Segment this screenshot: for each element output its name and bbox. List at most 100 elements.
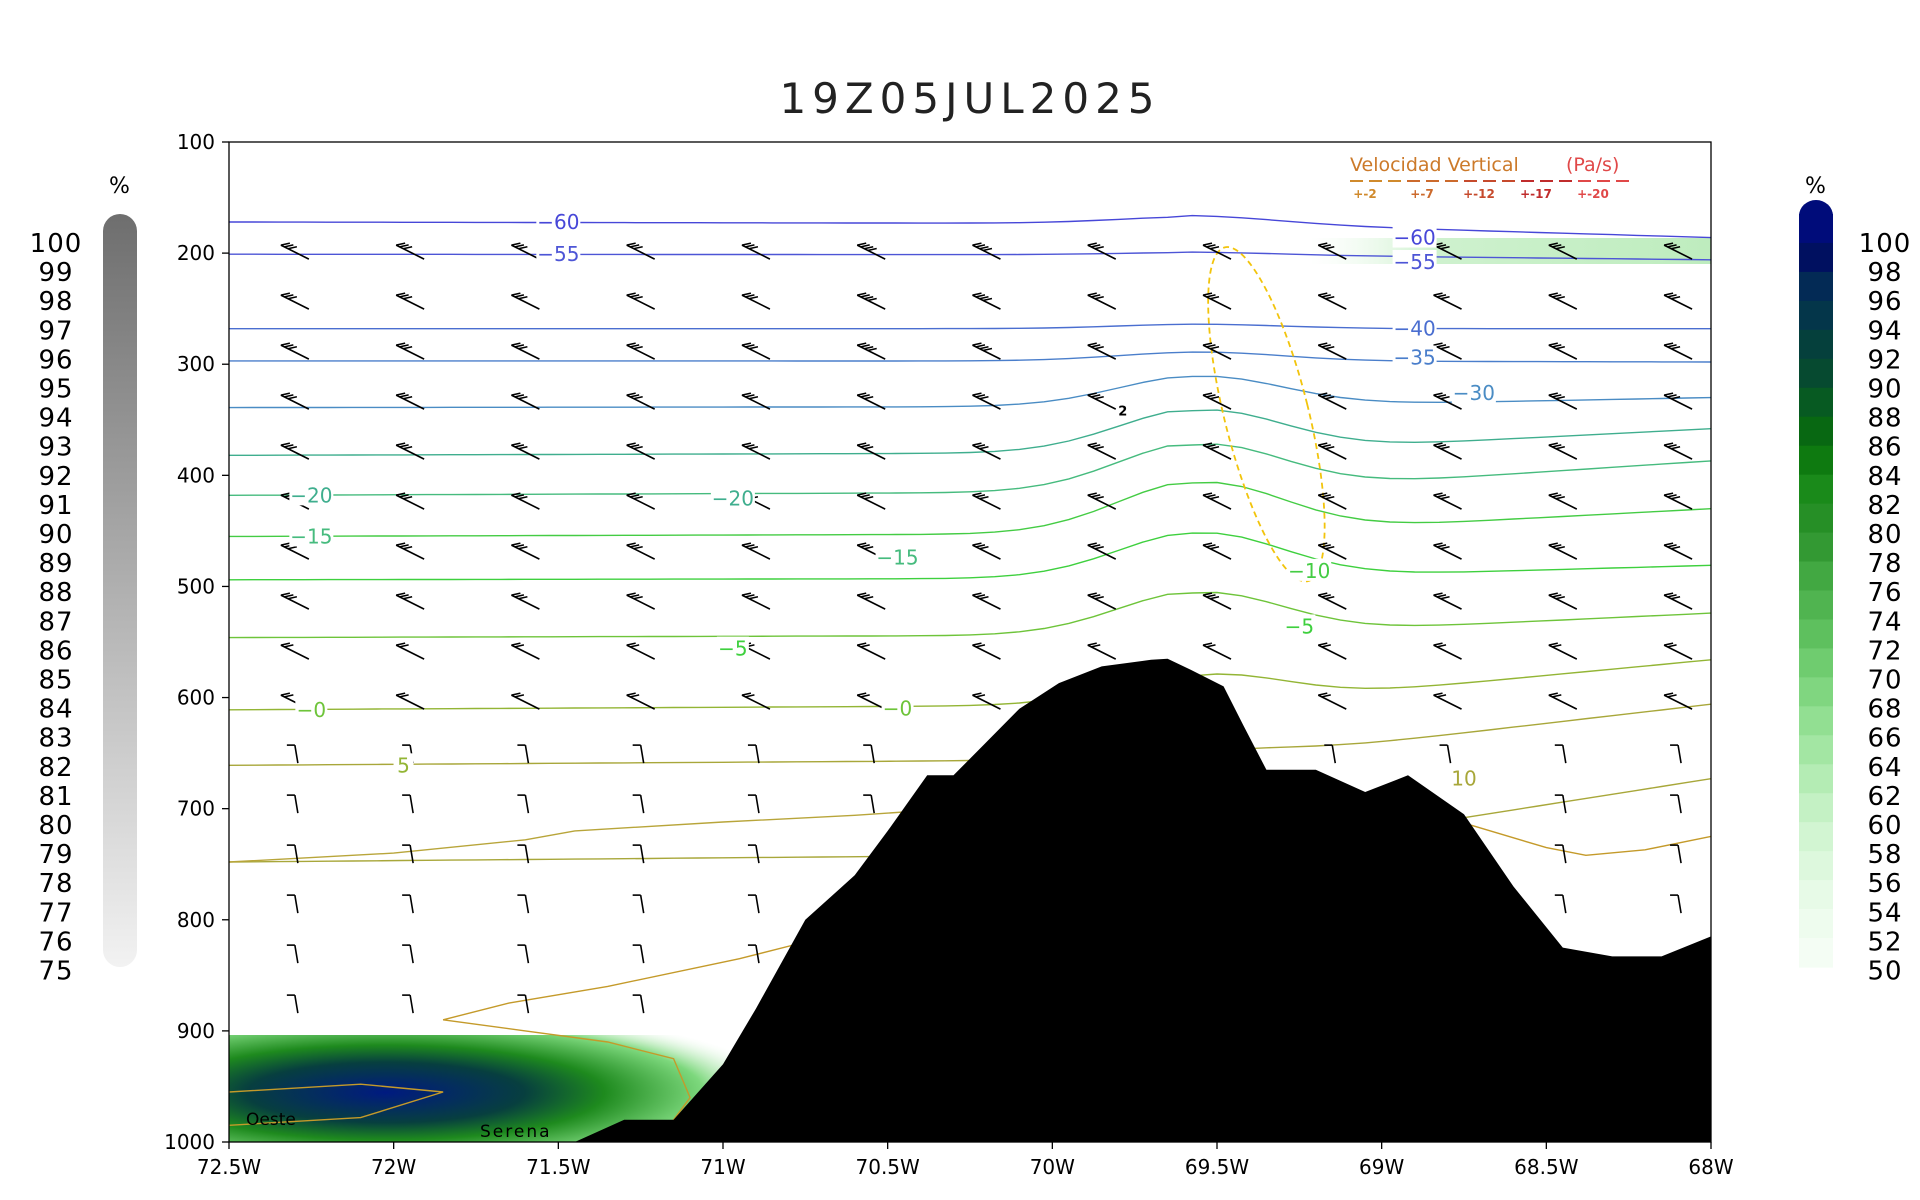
right-colorbar-label: 50 [1867, 957, 1902, 987]
left-colorbar-label: 98 [38, 287, 73, 317]
wind-barb [1670, 744, 1682, 764]
temperature-contour [229, 409, 1711, 456]
left-colorbar: % 10099989796959493929190898887868584838… [30, 174, 137, 987]
contour-label-bg [289, 483, 334, 506]
legend-entry-label: +-12 [1463, 187, 1495, 201]
left-colorbar-label: 94 [38, 404, 73, 434]
wind-barb [741, 242, 771, 260]
wind-barb [1317, 492, 1347, 510]
right-colorbar-label: 84 [1867, 462, 1902, 492]
wind-barb [1202, 242, 1232, 260]
y-tick-label: 200 [177, 241, 215, 265]
isolated-label-2: 2 [1118, 404, 1127, 419]
wind-barb [1663, 592, 1693, 610]
left-colorbar-label: 92 [38, 462, 73, 492]
wind-barb [1433, 342, 1462, 360]
legend-entry-label: +-7 [1410, 187, 1433, 201]
right-colorbar-swatch [1799, 358, 1833, 389]
contour-label-bg [289, 524, 334, 547]
wind-barb [747, 844, 760, 864]
contour-label: −20 [290, 483, 332, 507]
wind-barb [1663, 442, 1693, 460]
x-tick-label: 68W [1688, 1155, 1733, 1179]
wind-barb [863, 794, 875, 814]
right-colorbar-label: 82 [1867, 491, 1902, 521]
wind-barb [1202, 342, 1232, 360]
wind-barb [1324, 744, 1337, 764]
temperature-contour [229, 1083, 444, 1126]
wind-barb [856, 242, 886, 260]
wind-barb [1202, 542, 1232, 560]
wind-barb [286, 944, 299, 964]
right-colorbar-swatch [1799, 735, 1833, 765]
wind-barb [1663, 692, 1693, 710]
y-tick-label: 100 [177, 130, 215, 154]
wind-barb [972, 292, 1001, 310]
left-colorbar-label: 93 [38, 433, 73, 463]
wind-barb [1202, 492, 1232, 510]
wind-barb [1202, 592, 1232, 610]
wind-barb [517, 844, 530, 864]
contour-label: −35 [1393, 346, 1435, 370]
contour-label-bg [1392, 345, 1437, 368]
wind-barb [1548, 542, 1578, 560]
wind-barb [632, 894, 645, 914]
vertical-velocity-legend: Velocidad Vertical (Pa/s) +-2 +-7 +-12 +-17… [1350, 154, 1629, 201]
wind-barb [511, 692, 540, 710]
wind-barb [1087, 492, 1117, 510]
wind-barb [395, 592, 425, 610]
wind-barb [395, 492, 425, 510]
wind-barb [632, 794, 645, 814]
contour-label: −60 [1393, 226, 1435, 250]
left-colorbar-label: 86 [38, 636, 73, 666]
wind-barb [511, 342, 540, 360]
right-colorbar-swatch [1799, 590, 1833, 621]
contour-label: 5 [397, 753, 410, 777]
left-colorbar-label: 78 [38, 869, 73, 899]
wind-barb [395, 392, 425, 410]
wind-barb [1554, 894, 1567, 914]
left-colorbar-label: 96 [38, 345, 73, 375]
wind-barb [1670, 894, 1682, 914]
right-colorbar-swatch [1799, 561, 1833, 592]
right-colorbar-swatch [1799, 503, 1833, 534]
place-label-serena: Serena [480, 1122, 552, 1142]
wind-barb [1433, 692, 1462, 710]
right-colorbar-label: 78 [1867, 549, 1902, 579]
wind-barb [1548, 442, 1578, 460]
left-colorbar-label: 89 [38, 549, 73, 579]
right-colorbar-swatch [1799, 822, 1833, 852]
wind-barb [1548, 342, 1578, 360]
right-colorbar-swatch [1799, 851, 1833, 881]
temperature-contour [229, 251, 1711, 261]
left-colorbar-label: 75 [38, 957, 73, 987]
wind-barb [626, 342, 656, 360]
contour-label-bg [716, 636, 749, 659]
wind-barb [747, 794, 760, 814]
contour-label: −55 [537, 242, 579, 266]
topography-terrain [574, 658, 1711, 1142]
y-tick-label: 600 [177, 686, 215, 710]
place-label-oeste: Oeste [246, 1110, 296, 1130]
chart-title: 19Z05JUL2025 [779, 74, 1160, 123]
right-colorbar-unit: % [1805, 174, 1827, 199]
wind-barb [856, 492, 886, 510]
left-colorbar-label: 77 [38, 898, 73, 928]
right-colorbar-swatch [1799, 242, 1833, 273]
right-colorbar-swatch [1799, 677, 1833, 707]
wind-barb [1317, 692, 1347, 710]
right-colorbar-label: 94 [1867, 316, 1902, 346]
wind-barb [280, 442, 310, 460]
wind-barb [402, 894, 414, 914]
wind-barb [1663, 492, 1693, 510]
right-colorbar-swatch [1799, 271, 1833, 302]
wind-barb [1433, 592, 1462, 610]
wind-barb [1202, 642, 1232, 660]
x-tick-label: 69.5W [1185, 1155, 1250, 1179]
y-tick-label: 400 [177, 463, 215, 487]
wind-barb [280, 592, 310, 610]
left-colorbar-label: 82 [38, 753, 73, 783]
wind-barb [286, 744, 299, 764]
right-colorbar-swatch [1799, 532, 1833, 563]
right-colorbar-swatch [1799, 474, 1833, 505]
